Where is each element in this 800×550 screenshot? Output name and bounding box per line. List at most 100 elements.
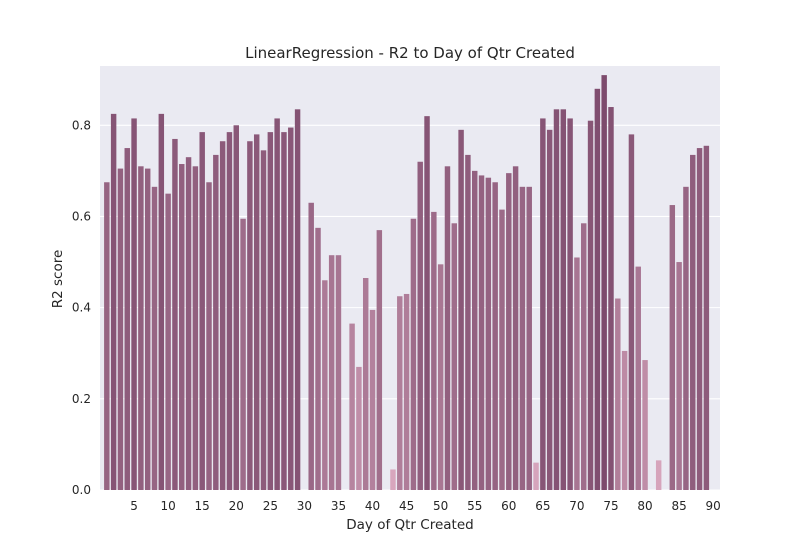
x-tick-label: 45 (399, 499, 414, 513)
bar-day-3 (117, 168, 124, 491)
bar-day-28 (288, 127, 294, 490)
bar-day-11 (172, 138, 178, 491)
bar-day-48 (424, 116, 430, 490)
bar-day-34 (328, 255, 335, 490)
bar-day-52 (451, 223, 458, 490)
bar-day-22 (247, 141, 253, 490)
bar-day-37 (349, 323, 355, 490)
bar-day-23 (253, 134, 260, 491)
bar-day-17 (213, 154, 219, 490)
bar-day-72 (587, 120, 594, 490)
bar-day-18 (219, 141, 226, 490)
bar-day-70 (574, 257, 580, 490)
x-tick-label: 25 (263, 499, 278, 513)
bar-day-45 (403, 293, 410, 490)
bar-day-5 (131, 118, 137, 490)
bar-day-27 (281, 132, 287, 490)
bar-day-67 (553, 109, 560, 490)
bar-day-77 (621, 350, 628, 490)
bar-day-14 (192, 166, 199, 490)
x-axis-ticks: 5 10 15 20 25 30 35 40 45 50 55 60 65 70 75 80 85 90 (130, 499, 721, 513)
x-axis-label: Day of Qtr Created (346, 517, 473, 533)
bar-day-38 (356, 366, 362, 490)
bar-day-43 (390, 469, 396, 490)
bar-day-15 (199, 132, 205, 490)
x-tick-label: 80 (637, 499, 652, 513)
bar-day-54 (465, 154, 471, 490)
bar-day-76 (615, 298, 621, 490)
y-axis-label: R2 score (50, 250, 66, 309)
bar-day-56 (478, 175, 485, 490)
bar-day-12 (179, 164, 185, 491)
bar-day-26 (274, 118, 280, 490)
y-tick-label: 0.0 (72, 483, 91, 497)
x-tick-label: 35 (331, 499, 346, 513)
x-tick-label: 50 (433, 499, 448, 513)
x-tick-label: 10 (160, 499, 175, 513)
y-tick-label: 0.8 (72, 118, 91, 132)
bar-day-75 (608, 107, 614, 490)
x-tick-label: 65 (535, 499, 550, 513)
bar-day-80 (642, 360, 648, 490)
bar-day-19 (226, 132, 233, 490)
bar-day-68 (560, 109, 567, 490)
bar-day-40 (369, 309, 376, 490)
bars (104, 75, 710, 491)
bar-day-21 (240, 218, 246, 490)
bar-day-65 (540, 118, 546, 490)
bar-day-84 (669, 205, 676, 490)
bar-day-82 (655, 460, 662, 490)
x-tick-label: 90 (706, 499, 721, 513)
y-tick-label: 0.2 (72, 392, 91, 406)
bar-day-24 (260, 150, 267, 490)
bar-day-29 (294, 109, 301, 490)
bar-day-4 (124, 148, 130, 490)
bar-day-25 (267, 132, 274, 490)
bar-day-1 (104, 182, 110, 491)
x-tick-label: 70 (569, 499, 584, 513)
bar-day-61 (512, 166, 519, 490)
bar-day-62 (519, 186, 526, 490)
x-tick-label: 85 (671, 499, 686, 513)
chart-title: LinearRegression - R2 to Day of Qtr Crea… (245, 44, 575, 62)
bar-day-46 (410, 218, 417, 490)
bar-day-7 (144, 168, 151, 491)
bar-day-20 (233, 125, 239, 491)
bar-day-86 (683, 186, 689, 490)
bar-day-66 (546, 129, 553, 491)
bar-day-9 (158, 113, 165, 490)
bar-day-8 (151, 186, 158, 490)
bar-day-78 (628, 134, 635, 491)
bar-day-47 (417, 161, 423, 490)
x-tick-label: 40 (365, 499, 380, 513)
x-tick-label: 5 (130, 499, 138, 513)
bar-day-58 (492, 182, 498, 491)
bar-day-49 (431, 211, 437, 491)
bar-day-39 (362, 278, 369, 490)
bar-day-57 (485, 177, 492, 491)
bar-day-16 (206, 182, 212, 491)
bar-day-35 (335, 255, 342, 490)
y-axis-ticks: 0.0 0.2 0.4 0.6 0.8 (72, 118, 91, 497)
bar-day-73 (594, 88, 601, 490)
bar-day-74 (601, 75, 607, 490)
bar-day-71 (581, 223, 587, 490)
bar-day-44 (397, 296, 403, 490)
x-tick-label: 30 (297, 499, 312, 513)
bar-day-60 (506, 173, 512, 491)
bar-day-51 (444, 166, 451, 490)
bar-day-89 (703, 145, 710, 490)
bar-day-87 (690, 154, 696, 490)
bar-day-53 (458, 129, 464, 491)
bar-day-6 (138, 166, 144, 490)
bar-day-41 (376, 230, 383, 490)
x-tick-label: 75 (603, 499, 618, 513)
bar-day-63 (526, 186, 532, 490)
bar-day-33 (322, 280, 328, 490)
x-tick-label: 55 (467, 499, 482, 513)
bar-day-85 (676, 262, 682, 490)
bar-day-10 (165, 193, 171, 490)
bar-day-2 (110, 113, 117, 490)
y-tick-label: 0.4 (72, 301, 91, 315)
